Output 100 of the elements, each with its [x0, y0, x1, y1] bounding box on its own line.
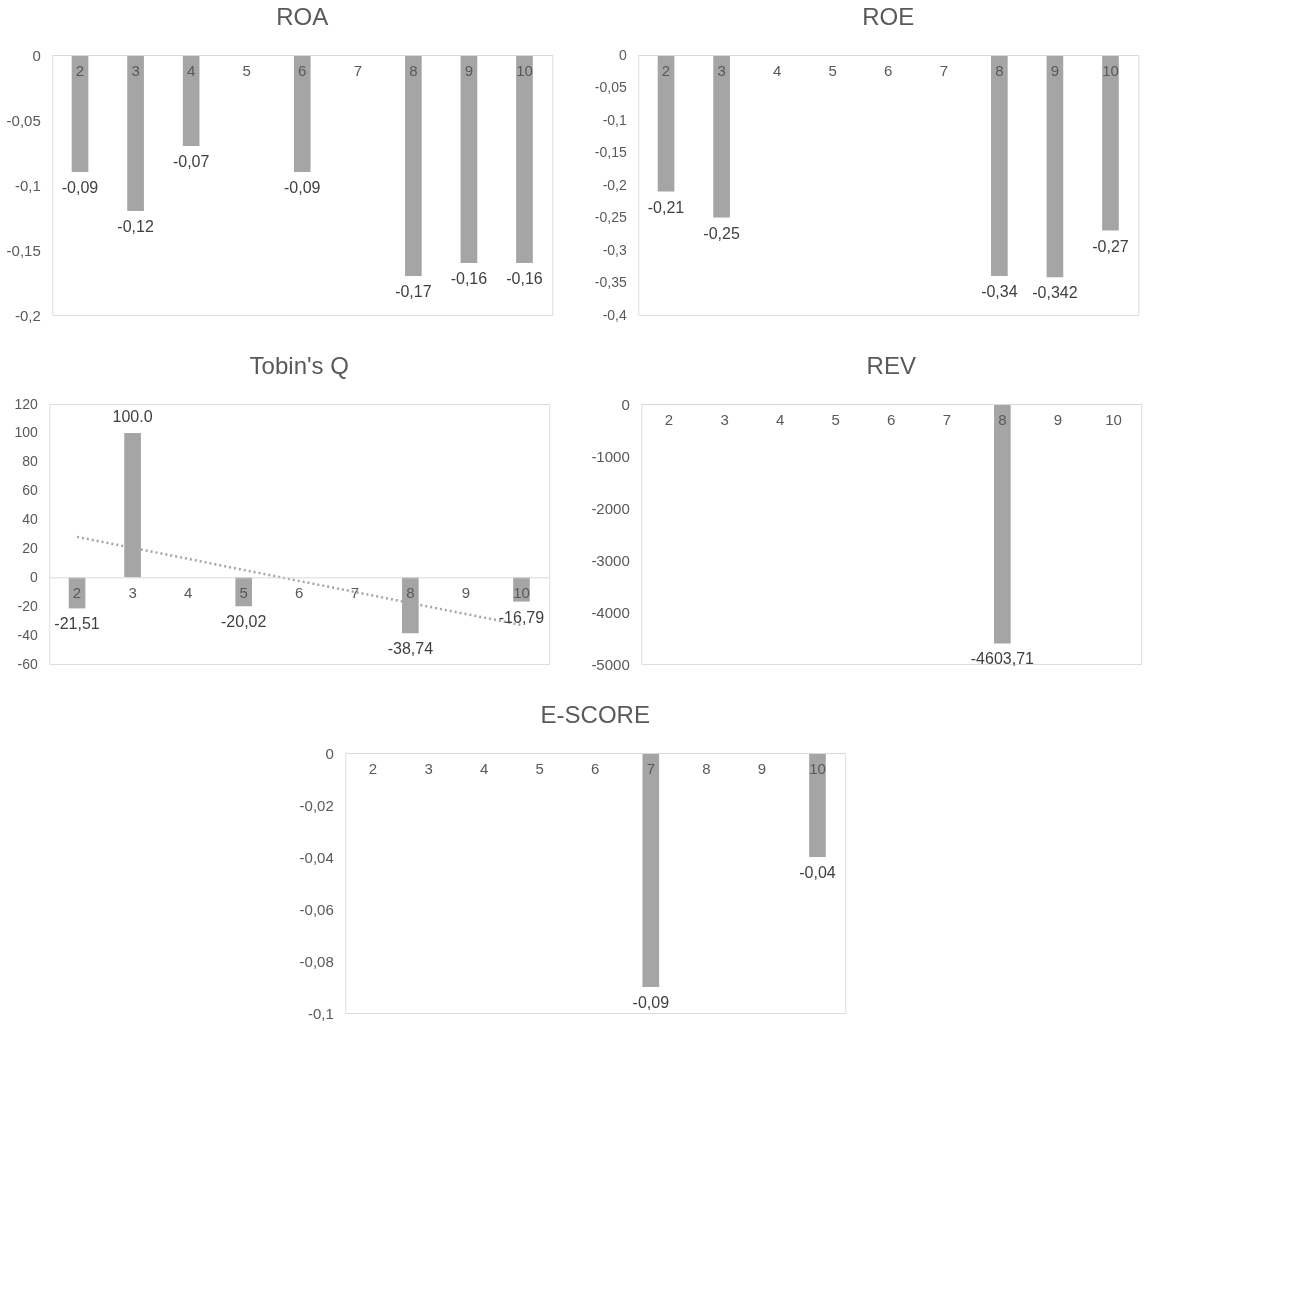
y-tick-label: 0: [29, 568, 38, 585]
x-tick-label: 8: [995, 61, 1004, 79]
x-tick-label: 9: [1053, 410, 1063, 428]
y-tick-label: -3000: [591, 551, 630, 569]
data-label: -0,09: [284, 179, 321, 196]
y-tick-label: -0,4: [602, 306, 627, 323]
chart-title: E-SCORE: [540, 701, 650, 728]
x-tick-label: 7: [353, 61, 362, 79]
x-tick-label: 4: [186, 61, 196, 79]
y-tick-label: 0: [621, 395, 630, 413]
y-tick-label: -0,15: [6, 241, 41, 259]
data-label: 100.0: [112, 407, 153, 425]
x-tick-label: 10: [516, 61, 533, 79]
x-tick-label: 6: [884, 61, 893, 79]
x-tick-label: 7: [646, 759, 655, 777]
x-tick-label: 3: [128, 583, 137, 601]
data-label: -0,09: [61, 179, 99, 196]
x-tick-label: 4: [772, 61, 782, 79]
y-tick-label: -0,1: [602, 111, 627, 128]
data-label: -0,34: [981, 283, 1018, 300]
y-tick-label: 0: [325, 744, 334, 762]
x-tick-label: 6: [591, 759, 600, 777]
y-tick-label: -0,06: [299, 900, 334, 918]
data-label: -0,342: [1032, 284, 1078, 302]
y-tick-label: 120: [14, 395, 38, 412]
y-tick-label: -2000: [591, 499, 630, 517]
y-tick-label: 80: [22, 453, 38, 470]
chart-title: ROE: [862, 3, 915, 30]
y-tick-label: 0: [32, 46, 41, 64]
x-tick-label: 9: [464, 61, 474, 79]
y-tick-label: -0,05: [6, 111, 41, 129]
data-label: -0,12: [117, 218, 154, 235]
x-tick-label: 10: [1102, 61, 1119, 79]
x-tick-label: 5: [831, 410, 840, 428]
x-tick-label: 3: [131, 61, 140, 79]
chart-title: ROA: [276, 3, 329, 30]
y-tick-label: -0,05: [594, 79, 627, 95]
y-tick-label: -0,1: [14, 176, 41, 194]
y-tick-label: -1000: [591, 447, 630, 465]
y-tick-label: -0,1: [307, 1004, 334, 1022]
x-tick-label: 6: [298, 61, 307, 79]
x-tick-label: 9: [1050, 61, 1060, 79]
data-label: -0,16: [506, 270, 543, 287]
data-label: -4603,71: [970, 650, 1035, 668]
y-tick-label: 0: [618, 46, 627, 63]
x-tick-label: 10: [513, 583, 530, 601]
data-label: -16,79: [498, 608, 545, 626]
x-tick-label: 4: [775, 410, 785, 428]
x-tick-label: 3: [424, 759, 433, 777]
x-tick-label: 5: [828, 61, 837, 79]
data-label: -20,02: [221, 613, 267, 631]
x-tick-label: 4: [183, 583, 193, 601]
data-label: -0,04: [799, 864, 836, 881]
data-label: -21,51: [54, 615, 100, 633]
y-tick-label: -0,08: [299, 952, 334, 970]
x-tick-label: 8: [998, 410, 1007, 428]
x-tick-label: 4: [479, 759, 489, 777]
x-tick-label: 7: [939, 61, 948, 79]
x-tick-label: 2: [72, 583, 82, 601]
x-tick-label: 9: [757, 759, 767, 777]
x-tick-label: 6: [295, 583, 304, 601]
x-tick-label: 9: [461, 583, 471, 601]
chart-title: REV: [866, 352, 916, 379]
data-label: -0,27: [1092, 237, 1129, 255]
x-tick-label: 3: [720, 410, 729, 428]
x-tick-label: 5: [535, 759, 544, 777]
y-tick-label: 60: [22, 482, 38, 499]
y-tick-label: -20: [17, 597, 38, 614]
y-tick-label: -0,15: [594, 144, 627, 160]
data-label: -0,25: [703, 224, 740, 242]
x-tick-label: 8: [702, 759, 711, 777]
y-tick-label: -0,2: [602, 176, 627, 193]
x-tick-label: 5: [239, 583, 248, 601]
y-tick-label: -40: [17, 626, 38, 643]
data-label: -0,07: [172, 153, 210, 170]
y-tick-label: -0,04: [299, 848, 334, 866]
x-tick-label: 3: [717, 61, 726, 79]
y-tick-label: 20: [22, 539, 38, 556]
x-tick-label: 6: [887, 410, 896, 428]
y-tick-label: -0,3: [602, 241, 627, 258]
data-label: -0,21: [647, 198, 685, 216]
data-label: -0,09: [632, 994, 670, 1011]
y-tick-label: -0,25: [594, 209, 627, 225]
data-label: -0,16: [450, 270, 488, 287]
y-tick-label: -4000: [591, 603, 630, 621]
x-tick-label: 10: [1105, 410, 1122, 428]
x-tick-label: 10: [809, 759, 826, 777]
y-tick-label: 100: [14, 424, 38, 441]
x-tick-label: 2: [368, 759, 378, 777]
data-label: -0,17: [395, 283, 432, 300]
y-tick-label: 40: [22, 511, 38, 528]
y-tick-label: -0,2: [14, 306, 41, 324]
x-tick-label: 7: [942, 410, 951, 428]
y-tick-label: -0,35: [594, 274, 627, 290]
y-tick-label: -5000: [591, 655, 630, 673]
x-tick-label: 8: [406, 583, 415, 601]
x-tick-label: 8: [409, 61, 418, 79]
y-tick-label: -60: [17, 655, 38, 672]
x-tick-label: 5: [242, 61, 251, 79]
x-tick-label: 2: [75, 61, 85, 79]
